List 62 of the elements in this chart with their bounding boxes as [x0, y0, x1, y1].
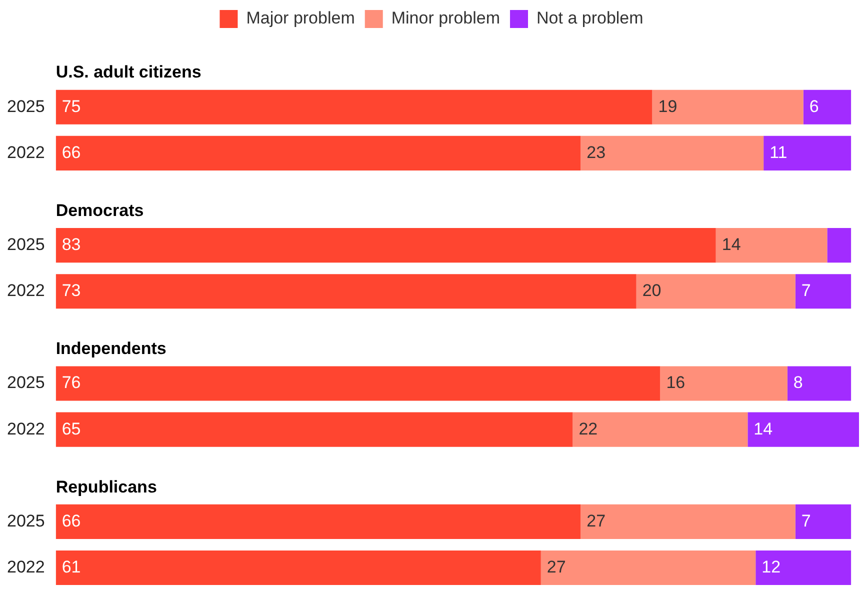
data-label: 14: [722, 234, 741, 254]
data-label: 16: [666, 373, 686, 392]
bar: [56, 366, 660, 401]
data-label: 7: [801, 281, 811, 300]
data-label: 14: [754, 419, 773, 438]
data-label: 27: [586, 511, 606, 530]
y-tick-label: 2022: [6, 557, 45, 576]
legend-label: Not a problem: [536, 8, 644, 28]
bar: [56, 90, 652, 124]
bar: [716, 228, 828, 263]
data-label: 20: [642, 281, 662, 300]
y-tick-label: 2025: [6, 96, 45, 116]
bar: [827, 228, 852, 263]
data-label: 23: [586, 142, 606, 162]
data-label: 11: [770, 142, 788, 162]
data-label: 19: [658, 96, 678, 116]
y-tick-label: 2022: [6, 281, 45, 300]
legend-label: Major problem: [246, 8, 355, 28]
annotation: Independents: [56, 339, 166, 358]
data-label: 12: [762, 557, 781, 576]
bar: [636, 274, 796, 309]
bar: [803, 90, 852, 124]
bar: [764, 136, 852, 170]
data-label: 8: [793, 373, 803, 392]
data-label: 65: [62, 419, 81, 438]
y-tick-label: 2025: [6, 234, 45, 254]
bar: [580, 136, 764, 170]
bar: [660, 366, 788, 401]
data-label: 27: [546, 557, 566, 576]
y-tick-label: 2022: [6, 419, 45, 438]
bar: [756, 550, 852, 586]
bar: [748, 412, 859, 447]
y-tick-label: 2025: [6, 373, 45, 392]
annotation: Democrats: [56, 200, 144, 220]
bar: [56, 550, 541, 586]
bar: [540, 550, 756, 586]
bar: [795, 274, 852, 309]
data-label: 66: [62, 511, 81, 530]
y-tick-label: 2022: [6, 142, 45, 162]
data-label: 22: [578, 419, 598, 438]
bar: [572, 412, 748, 447]
data-label: 83: [62, 234, 81, 254]
data-label: 75: [62, 96, 81, 116]
bar: [580, 504, 796, 539]
bar: [795, 504, 852, 539]
y-tick-label: 2025: [6, 511, 45, 530]
bar: [56, 274, 636, 309]
data-label: 66: [62, 142, 81, 162]
data-label: 7: [801, 511, 811, 530]
annotation: Republicans: [56, 477, 157, 496]
data-label: 6: [809, 96, 819, 116]
bar: [56, 504, 581, 539]
bar: [56, 412, 573, 447]
data-label: 73: [62, 281, 81, 300]
data-label: 61: [62, 557, 81, 576]
bar: [56, 136, 581, 170]
data-label: 76: [62, 373, 81, 392]
bar: [56, 228, 716, 263]
bar: [652, 90, 804, 124]
bar: [787, 366, 852, 401]
annotation: U.S. adult citizens: [56, 62, 202, 82]
legend-label: Minor problem: [391, 8, 500, 28]
